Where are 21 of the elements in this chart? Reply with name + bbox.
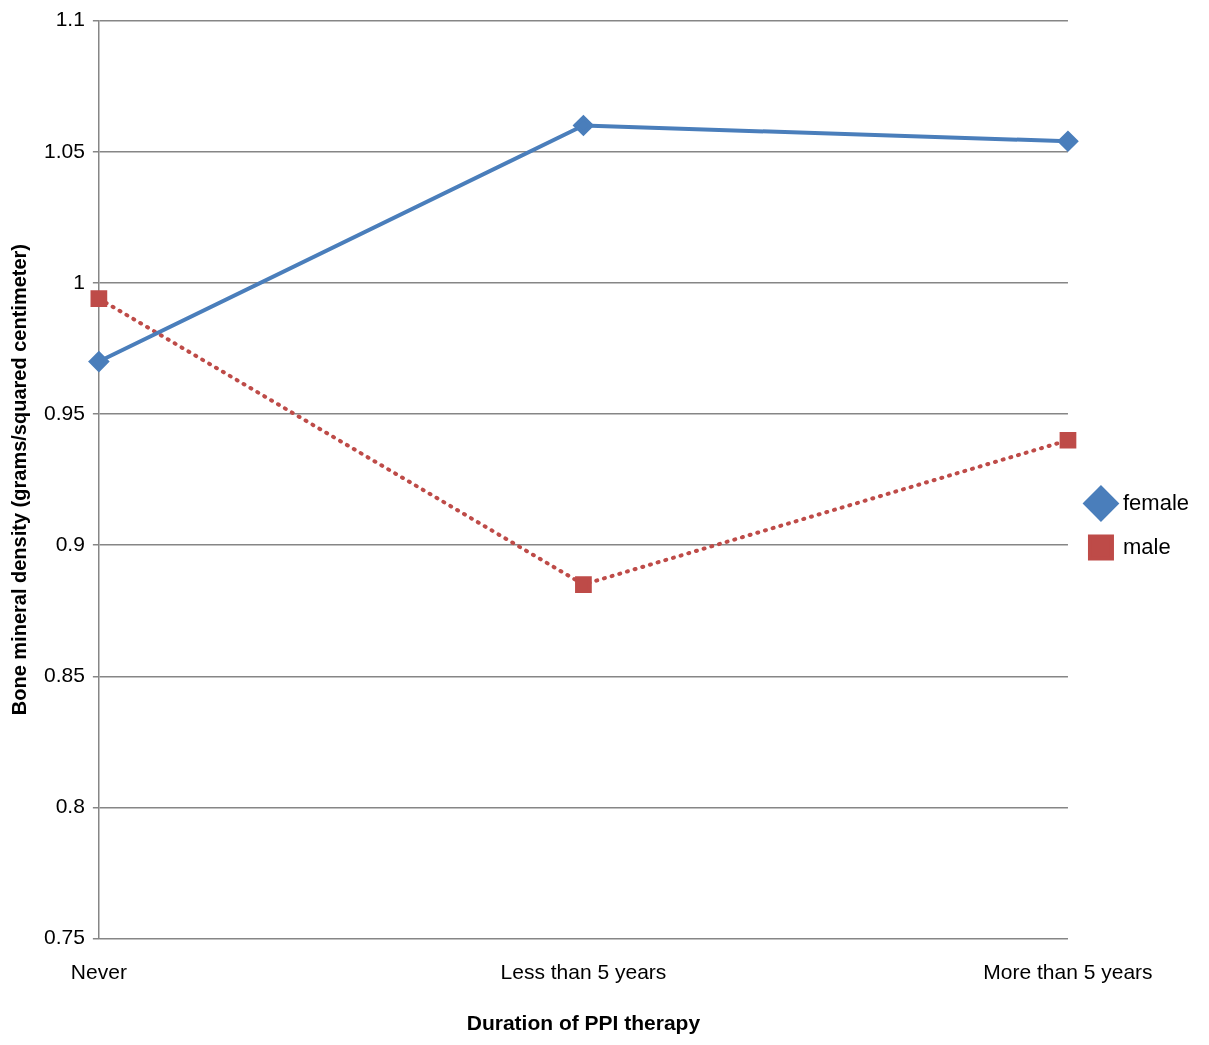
y-tick-label: 0.95 xyxy=(44,400,85,424)
point xyxy=(90,290,108,307)
point xyxy=(1057,131,1078,152)
point xyxy=(88,351,109,372)
point xyxy=(1059,431,1077,449)
point xyxy=(573,115,594,136)
y-tick-label: 1.1 xyxy=(55,7,85,31)
x-tick-label: Less than 5 years xyxy=(500,960,667,983)
x-tick-label: Never xyxy=(70,960,127,983)
point xyxy=(575,576,592,593)
y-tick-label: 0.8 xyxy=(55,794,85,818)
y-tick-label: 1 xyxy=(73,269,85,293)
y-tick-label: 0.85 xyxy=(44,663,85,687)
legend-label: male xyxy=(1122,533,1171,559)
x-tick-label: More than 5 years xyxy=(983,960,1153,983)
y-axis-title: Bone mineral density (grams/squared centimeter) xyxy=(7,243,30,716)
x-axis-title: Duration of PPI therapy xyxy=(466,1011,701,1035)
legend-label: female xyxy=(1122,489,1190,515)
y-tick-label: 0.9 xyxy=(55,531,85,555)
y-tick-label: 1.05 xyxy=(44,138,85,162)
y-tick-label: 0.75 xyxy=(44,925,85,949)
